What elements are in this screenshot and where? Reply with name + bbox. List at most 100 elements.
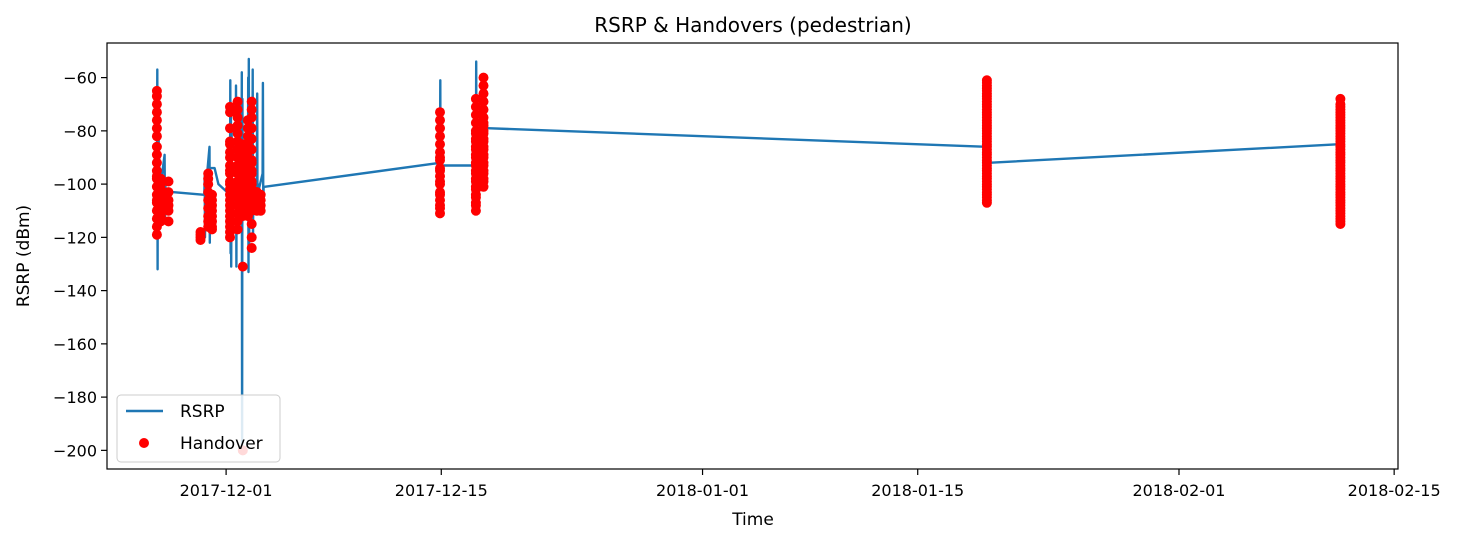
- handover-point: [203, 179, 214, 190]
- handover-point: [478, 165, 489, 176]
- handover-point: [246, 168, 257, 179]
- handover-point: [246, 144, 257, 155]
- handover-point: [478, 133, 489, 144]
- y-tick-label: −200: [53, 441, 97, 460]
- x-tick-label: 2018-02-15: [1348, 481, 1441, 500]
- legend: RSRP Handover: [116, 394, 281, 463]
- handover-point: [232, 104, 243, 115]
- y-tick-label: −140: [53, 282, 97, 301]
- handover-point: [470, 184, 481, 195]
- handover-point: [163, 200, 174, 211]
- handover-point: [435, 139, 445, 150]
- x-tick-label: 2017-12-15: [395, 481, 488, 500]
- handover-point: [225, 107, 235, 118]
- handover-point: [232, 112, 243, 123]
- handover-point: [246, 96, 257, 107]
- handover-point: [470, 152, 481, 163]
- handover-point: [151, 123, 162, 134]
- handover-point: [478, 88, 489, 99]
- handover-point: [237, 261, 248, 272]
- handover-point: [207, 224, 217, 235]
- handover-point: [151, 115, 162, 126]
- handover-point: [478, 96, 489, 107]
- handover-point: [435, 176, 445, 187]
- handover-point: [470, 192, 481, 203]
- y-tick-label: −60: [63, 69, 97, 88]
- handover-point: [246, 243, 257, 253]
- handover-point: [478, 104, 489, 115]
- handover-point: [151, 157, 162, 168]
- handover-point: [470, 176, 481, 187]
- x-tick-label: 2018-01-01: [656, 481, 749, 500]
- handover-point: [246, 157, 257, 168]
- handover-point: [225, 165, 235, 176]
- handover-point: [435, 189, 445, 200]
- handover-point: [151, 131, 162, 142]
- x-tick-label: 2017-12-01: [180, 481, 273, 500]
- legend-handover-label: Handover: [180, 434, 263, 454]
- handover-point: [478, 72, 489, 83]
- handover-point: [435, 208, 445, 219]
- plot-marks: [151, 57, 1346, 456]
- handover-point: [470, 136, 481, 147]
- handover-point: [155, 176, 166, 187]
- handover-point: [246, 112, 257, 123]
- x-axis-title: Time: [731, 510, 774, 530]
- handover-point: [255, 205, 266, 216]
- y-tick-label: −160: [53, 335, 97, 354]
- handover-point: [478, 173, 489, 184]
- handover-point: [435, 200, 445, 211]
- handover-point: [470, 128, 481, 139]
- handover-point: [470, 101, 481, 112]
- handover-point: [435, 107, 445, 118]
- handover-point: [232, 120, 243, 131]
- handover-point: [478, 80, 489, 91]
- handover-point: [478, 149, 489, 160]
- handover-point: [155, 192, 166, 203]
- handover-point: [478, 157, 489, 168]
- handover-point: [1335, 101, 1346, 112]
- x-tick-label: 2018-01-15: [871, 481, 964, 500]
- handover-point: [435, 165, 445, 176]
- handover-point: [151, 149, 162, 160]
- handover-point: [163, 187, 174, 198]
- handover-point: [151, 91, 162, 102]
- handover-point: [232, 128, 243, 139]
- chart-title: RSRP & Handovers (pedestrian): [594, 13, 911, 37]
- handover-point: [246, 219, 257, 229]
- y-tick-label: −120: [53, 228, 97, 247]
- handover-point: [232, 224, 243, 235]
- y-tick-label: −80: [63, 122, 97, 141]
- y-axis: −60 −80 −100 −120 −140 −160 −180 −200: [53, 69, 107, 460]
- handover-point: [225, 152, 235, 163]
- handover-point: [470, 109, 481, 120]
- handover-point: [435, 152, 445, 163]
- legend-rsrp-label: RSRP: [180, 402, 225, 422]
- y-tick-label: −180: [53, 388, 97, 407]
- x-axis: 2017-12-01 2017-12-15 2018-01-01 2018-01-15…: [180, 469, 1441, 500]
- handover-point: [435, 115, 445, 126]
- handover-point: [470, 200, 481, 211]
- y-axis-title: RSRP (dBm): [14, 205, 34, 307]
- handover-point: [470, 160, 481, 171]
- handover-point: [478, 117, 489, 128]
- y-tick-label: −100: [53, 175, 97, 194]
- handover-point: [225, 232, 235, 243]
- handover-point: [151, 229, 162, 240]
- handover-point: [246, 179, 257, 190]
- handover-point: [232, 96, 243, 107]
- legend-handover-swatch: [139, 438, 149, 448]
- handover-point: [981, 77, 992, 88]
- handover-point: [195, 229, 206, 240]
- handover-point: [246, 104, 257, 115]
- handover-point: [435, 131, 445, 142]
- handover-point: [478, 125, 489, 136]
- handover-point: [225, 123, 235, 134]
- x-tick-label: 2018-02-01: [1132, 481, 1225, 500]
- handover-point: [478, 181, 489, 192]
- handover-point: [163, 176, 174, 187]
- handover-point: [155, 216, 166, 227]
- handover-point: [246, 232, 257, 243]
